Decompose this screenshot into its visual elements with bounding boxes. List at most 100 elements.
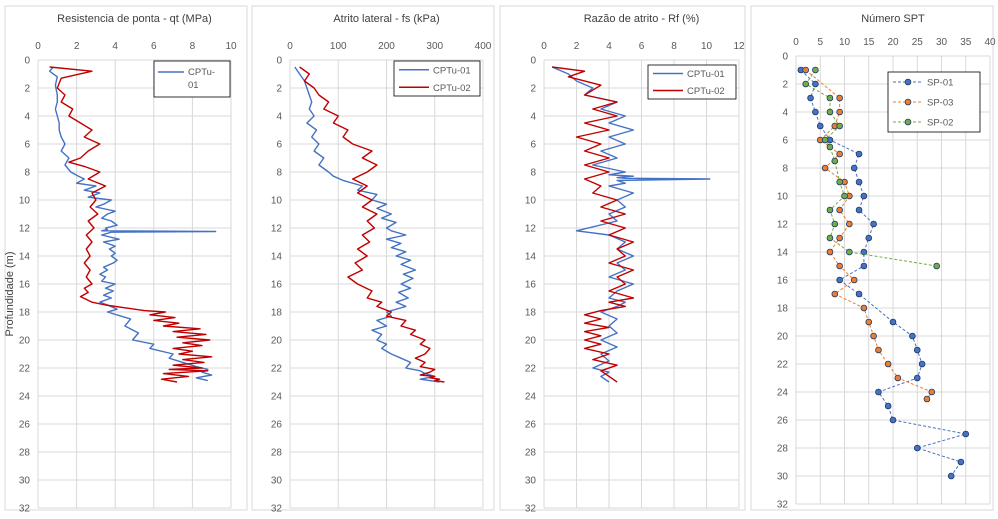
legend-label: SP-01 (927, 78, 953, 89)
series-line-cptu-01 (294, 66, 440, 383)
y-tick-label: 14 (19, 252, 31, 263)
data-point-sp-01 (860, 248, 868, 256)
y-tick-label: 16 (777, 276, 789, 287)
x-tick-label: 10 (839, 37, 851, 48)
x-tick-label: 10 (225, 41, 237, 52)
data-point-sp-01 (807, 94, 814, 102)
data-point-sp-01 (855, 150, 863, 158)
legend: CPTu-01 CPTu-02 (393, 60, 481, 97)
x-tick-label: 40 (984, 37, 996, 48)
x-tick-label: 0 (35, 41, 41, 52)
data-point-sp-02 (836, 122, 843, 130)
legend-marker (904, 98, 912, 106)
y-tick-label: 18 (271, 308, 283, 319)
x-tick-label: 4 (112, 41, 118, 52)
data-point-sp-01 (870, 220, 877, 228)
y-tick-label: 4 (276, 112, 282, 123)
y-tick-label: 10 (525, 196, 537, 207)
y-tick-label: 0 (530, 56, 536, 67)
y-tick-label: 14 (777, 248, 789, 259)
data-point-sp-01 (855, 178, 863, 186)
y-tick-label: 20 (19, 336, 31, 347)
x-tick-label: 400 (475, 41, 492, 52)
x-tick-label: 10 (701, 41, 713, 52)
y-tick-label: 24 (777, 388, 789, 399)
data-point-sp-03 (836, 108, 843, 116)
y-tick-label: 20 (271, 336, 283, 347)
data-point-sp-03 (836, 150, 843, 158)
data-point-sp-01 (865, 234, 873, 242)
y-axis-title: Profundidade (m) (4, 252, 16, 337)
data-point-sp-03 (894, 374, 902, 382)
data-point-sp-01 (913, 374, 921, 382)
legend-label: CPTu-01 (687, 69, 725, 80)
legend-marker (904, 78, 912, 86)
data-point-sp-03 (836, 262, 843, 270)
data-point-sp-01 (860, 262, 868, 270)
data-point-sp-01 (913, 346, 921, 354)
y-tick-label: 24 (19, 392, 31, 403)
y-tick-label: 32 (19, 504, 31, 515)
data-point-sp-03 (836, 234, 843, 242)
data-point-sp-01 (909, 332, 916, 340)
data-point-sp-02 (812, 66, 819, 74)
legend: CPTu- 01 (153, 60, 231, 98)
x-tick-label: 0 (287, 41, 293, 52)
y-tick-label: 0 (24, 56, 30, 67)
x-tick-label: 25 (912, 37, 924, 48)
data-point-sp-03 (836, 94, 843, 102)
y-tick-label: 32 (777, 500, 789, 511)
y-tick-label: 6 (530, 140, 536, 151)
x-tick-label: 6 (151, 41, 157, 52)
chart-panel-2: Atrito lateral - fs (kPa) 0 100 200 300 400 0 2… (251, 5, 495, 515)
y-tick-label: 30 (525, 476, 537, 487)
y-tick-label: 24 (271, 392, 283, 403)
y-tick-label: 12 (525, 224, 537, 235)
data-point-sp-01 (812, 80, 819, 88)
data-point-sp-02 (836, 178, 843, 186)
data-point-sp-03 (831, 290, 839, 298)
y-tick-label: 26 (525, 420, 537, 431)
x-tick-label: 2 (74, 41, 80, 52)
legend-label: CPTu-01 (433, 65, 471, 76)
y-tick-label: 22 (271, 364, 283, 375)
x-tick-label: 30 (936, 37, 948, 48)
x-tick-label: 5 (817, 37, 823, 48)
data-point-sp-03 (865, 318, 873, 326)
x-tick-label: 6 (639, 41, 645, 52)
y-tick-label: 10 (271, 196, 283, 207)
data-point-sp-03 (923, 395, 931, 403)
legend: CPTu-01 CPTu-02 (647, 64, 737, 100)
y-tick-label: 8 (530, 168, 536, 179)
legend-label: SP-02 (927, 118, 953, 129)
legend-label: 01 (188, 80, 199, 91)
x-tick-label: 200 (378, 41, 395, 52)
y-tick-label: 0 (782, 52, 788, 63)
y-tick-label: 12 (777, 220, 789, 231)
y-tick-label: 6 (276, 140, 282, 151)
data-point-sp-01 (957, 458, 965, 466)
x-tick-label: 100 (330, 41, 347, 52)
y-tick-label: 28 (271, 448, 283, 459)
series-line-cptu-02 (299, 66, 445, 383)
y-tick-label: 22 (777, 360, 789, 371)
y-tick-label: 6 (24, 140, 30, 151)
series-line-cptu-01 (48, 66, 217, 382)
series-line-cptu-01 (551, 66, 711, 383)
y-tick-label: 22 (525, 364, 537, 375)
data-point-sp-01 (812, 108, 819, 116)
data-point-sp-02 (802, 80, 809, 88)
data-point-sp-01 (889, 416, 897, 424)
y-tick-label: 0 (276, 56, 282, 67)
y-tick-label: 32 (271, 504, 283, 515)
chart-title: Resistencia de ponta - qt (MPa) (57, 13, 212, 25)
y-tick-label: 12 (19, 224, 31, 235)
y-tick-label: 4 (24, 112, 30, 123)
y-tick-label: 18 (19, 308, 31, 319)
y-tick-label: 8 (782, 164, 788, 175)
y-tick-label: 24 (525, 392, 537, 403)
y-tick-label: 2 (782, 80, 788, 91)
x-tick-label: 8 (190, 41, 196, 52)
